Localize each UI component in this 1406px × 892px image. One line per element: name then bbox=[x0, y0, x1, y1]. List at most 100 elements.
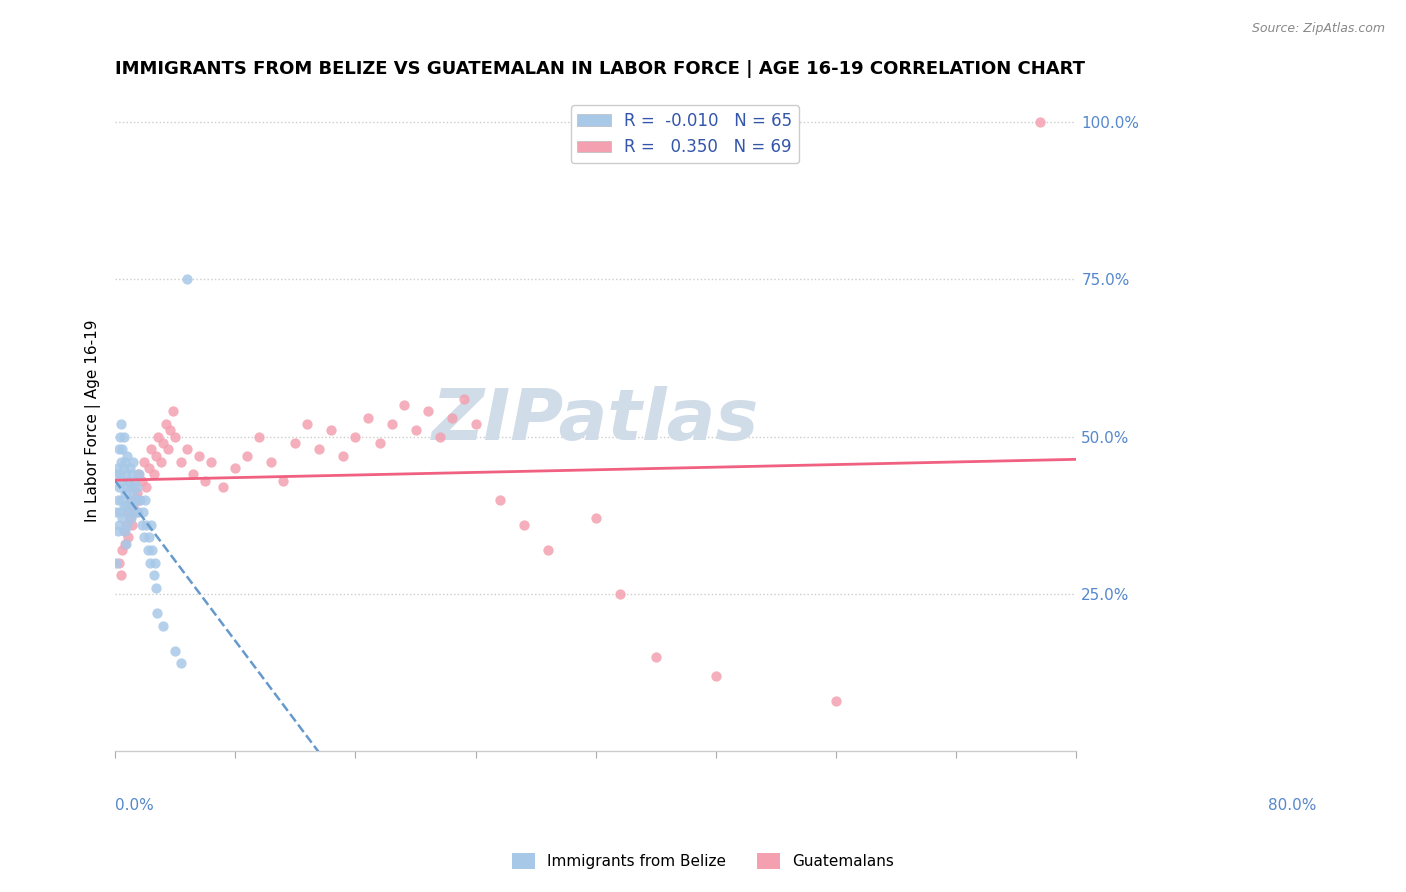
Point bbox=[157, 442, 180, 457]
Point bbox=[112, 461, 135, 475]
Point bbox=[344, 429, 367, 443]
Point bbox=[108, 429, 131, 443]
Point bbox=[110, 455, 132, 469]
Point bbox=[135, 517, 157, 532]
Point bbox=[129, 492, 152, 507]
Point bbox=[115, 536, 138, 550]
Point bbox=[152, 618, 174, 632]
Point bbox=[297, 417, 319, 431]
Point bbox=[110, 417, 132, 431]
Point bbox=[124, 474, 146, 488]
Point bbox=[124, 480, 146, 494]
Point bbox=[112, 499, 135, 513]
Point bbox=[142, 467, 165, 482]
Point bbox=[111, 474, 134, 488]
Point bbox=[115, 499, 138, 513]
Point bbox=[139, 556, 162, 570]
Point bbox=[247, 429, 270, 443]
Point bbox=[1029, 114, 1052, 128]
Text: 80.0%: 80.0% bbox=[1268, 797, 1316, 813]
Legend: Immigrants from Belize, Guatemalans: Immigrants from Belize, Guatemalans bbox=[506, 847, 900, 875]
Point bbox=[122, 499, 145, 513]
Point bbox=[114, 524, 136, 538]
Point bbox=[111, 442, 134, 457]
Point bbox=[127, 467, 149, 482]
Point bbox=[165, 644, 187, 658]
Y-axis label: In Labor Force | Age 16-19: In Labor Force | Age 16-19 bbox=[86, 319, 101, 522]
Point bbox=[464, 417, 486, 431]
Point bbox=[165, 429, 187, 443]
Point bbox=[159, 423, 181, 437]
Point bbox=[368, 436, 391, 450]
Point bbox=[145, 581, 167, 595]
Point bbox=[138, 530, 160, 544]
Point bbox=[112, 429, 135, 443]
Point bbox=[110, 568, 132, 582]
Point bbox=[125, 480, 148, 494]
Point bbox=[105, 556, 128, 570]
Point bbox=[121, 517, 143, 532]
Point bbox=[704, 669, 727, 683]
Point bbox=[148, 429, 170, 443]
Point bbox=[170, 657, 193, 671]
Point bbox=[121, 499, 143, 513]
Text: Source: ZipAtlas.com: Source: ZipAtlas.com bbox=[1251, 22, 1385, 36]
Point bbox=[212, 480, 235, 494]
Point bbox=[152, 436, 174, 450]
Point bbox=[115, 480, 138, 494]
Point bbox=[136, 543, 159, 558]
Point bbox=[108, 467, 131, 482]
Point bbox=[260, 455, 283, 469]
Point bbox=[162, 404, 184, 418]
Point bbox=[224, 461, 246, 475]
Point bbox=[356, 410, 378, 425]
Point bbox=[124, 492, 146, 507]
Point bbox=[115, 505, 138, 519]
Point bbox=[488, 492, 510, 507]
Point bbox=[236, 449, 259, 463]
Point bbox=[107, 442, 129, 457]
Point bbox=[122, 455, 145, 469]
Point bbox=[107, 524, 129, 538]
Point bbox=[416, 404, 439, 418]
Point bbox=[115, 517, 138, 532]
Point bbox=[176, 272, 198, 286]
Text: IMMIGRANTS FROM BELIZE VS GUATEMALAN IN LABOR FORCE | AGE 16-19 CORRELATION CHAR: IMMIGRANTS FROM BELIZE VS GUATEMALAN IN … bbox=[115, 60, 1085, 78]
Point bbox=[132, 455, 155, 469]
Point bbox=[124, 505, 146, 519]
Point bbox=[107, 461, 129, 475]
Point bbox=[107, 480, 129, 494]
Point bbox=[181, 467, 204, 482]
Point bbox=[114, 455, 136, 469]
Point bbox=[117, 505, 139, 519]
Point bbox=[141, 442, 163, 457]
Point bbox=[115, 517, 138, 532]
Point bbox=[117, 474, 139, 488]
Point bbox=[188, 449, 211, 463]
Point bbox=[118, 492, 141, 507]
Point bbox=[108, 505, 131, 519]
Point bbox=[194, 474, 217, 488]
Point bbox=[585, 511, 607, 525]
Point bbox=[134, 492, 156, 507]
Point bbox=[115, 467, 138, 482]
Point bbox=[332, 449, 354, 463]
Point bbox=[107, 492, 129, 507]
Point bbox=[284, 436, 307, 450]
Point bbox=[115, 449, 138, 463]
Point bbox=[128, 467, 150, 482]
Point bbox=[273, 474, 295, 488]
Point bbox=[131, 517, 153, 532]
Point bbox=[453, 392, 475, 406]
Text: 0.0%: 0.0% bbox=[115, 797, 153, 813]
Point bbox=[124, 505, 146, 519]
Point bbox=[125, 486, 148, 500]
Point bbox=[825, 694, 848, 708]
Point bbox=[111, 543, 134, 558]
Point bbox=[128, 492, 150, 507]
Point bbox=[105, 467, 128, 482]
Point bbox=[107, 556, 129, 570]
Point bbox=[308, 442, 330, 457]
Point bbox=[120, 511, 142, 525]
Point bbox=[512, 517, 534, 532]
